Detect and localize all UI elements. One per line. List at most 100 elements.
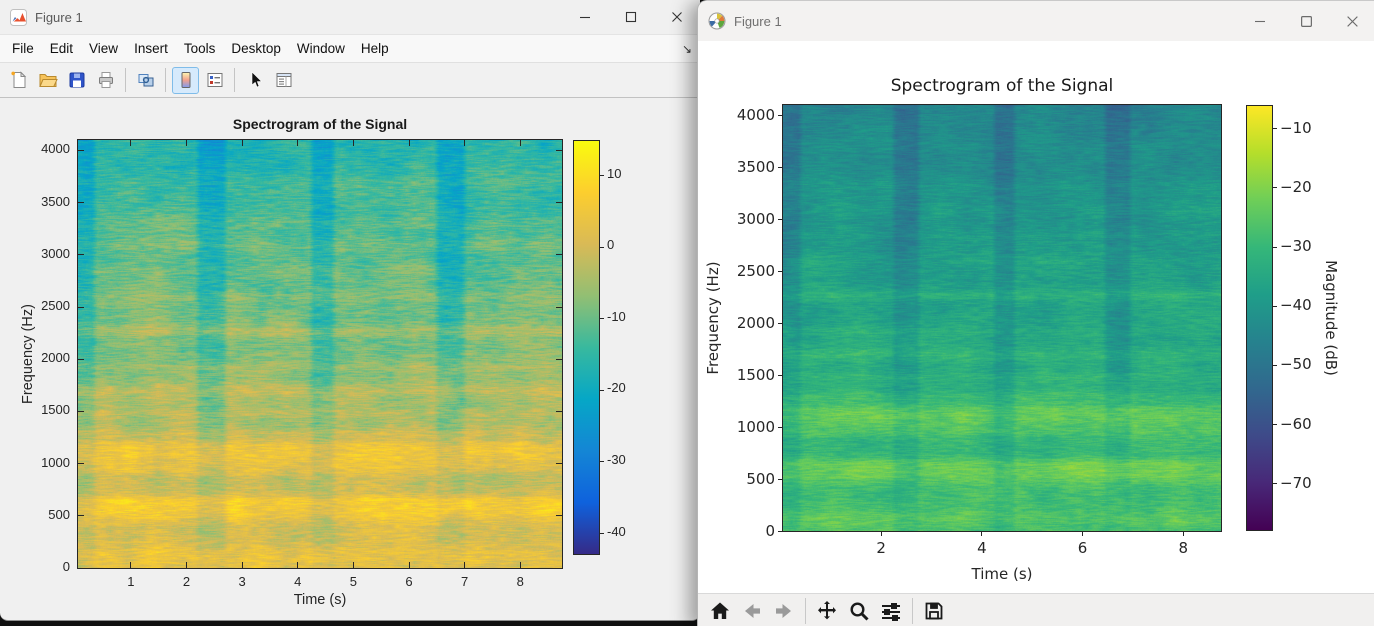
pointer-icon[interactable] [241,67,268,94]
x-tick-mark [297,140,299,146]
colorbar-tick-label: −20 [1280,177,1312,196]
x-tick-label: 8 [516,574,524,589]
y-tick-mark [78,358,84,360]
back-icon[interactable] [737,596,767,626]
save-icon[interactable] [919,596,949,626]
pan-icon[interactable] [812,596,842,626]
window-title: Figure 1 [734,13,782,29]
menu-insert[interactable]: Insert [134,41,168,56]
x-tick-label: 6 [405,574,413,589]
x-tick-mark [1182,532,1184,536]
mpl-navigation-toolbar [698,593,1374,626]
y-tick-label: 1500 [41,402,70,418]
save-icon[interactable] [63,67,90,94]
x-tick-label: 2 [876,539,886,557]
colorbar-tick-mark [600,461,604,463]
y-axis-label: Frequency (Hz) [704,261,722,375]
x-tick-label: 5 [349,574,357,589]
matplotlib-figure-window: Figure 1 Spectrogram of the Signal Time … [697,0,1374,626]
colorbar-tick-label: -30 [607,451,626,467]
x-tick-label: 4 [294,574,302,589]
y-tick-label: 1000 [41,454,70,470]
y-tick-label: 2000 [736,314,775,333]
y-tick-mark [556,358,562,360]
colorbar-tick-label: -10 [607,308,626,324]
open-folder-icon[interactable] [34,67,61,94]
matlab-titlebar[interactable]: Figure 1 [0,0,700,34]
zoom-icon[interactable] [844,596,874,626]
y-tick-mark [556,463,562,465]
colorbar-tick-label: −10 [1280,118,1312,137]
menu-window[interactable]: Window [296,41,345,56]
insert-legend-icon[interactable] [201,67,228,94]
colorbar-tick-mark [1273,187,1277,189]
menu-file[interactable]: File [12,41,34,56]
menu-help[interactable]: Help [360,41,389,56]
x-tick-label: 8 [1178,539,1188,557]
plot-title: Spectrogram of the Signal [890,76,1114,96]
toolbar-separator [912,598,913,624]
x-tick-mark [352,140,354,146]
menu-view[interactable]: View [89,41,119,56]
x-tick-mark [519,562,521,568]
maximize-button[interactable] [608,0,654,34]
configure-subplots-icon[interactable] [876,596,906,626]
forward-icon[interactable] [769,596,799,626]
y-tick-mark [78,515,84,517]
y-tick-mark [78,463,84,465]
link-plot-icon[interactable] [132,67,159,94]
x-axis-label: Time (s) [971,565,1033,583]
x-tick-mark [408,562,410,568]
matplotlib-titlebar[interactable]: Figure 1 [698,1,1374,41]
menu-desktop[interactable]: Desktop [231,41,281,56]
close-button[interactable] [654,0,700,34]
y-tick-label: 3000 [736,210,775,229]
colorbar-tick-mark [1273,246,1277,248]
y-tick-mark [778,218,782,220]
menu-edit[interactable]: Edit [49,41,74,56]
y-tick-mark [556,306,562,308]
x-axis-label: Time (s) [293,592,347,608]
menu-overflow-icon[interactable]: ↘ [681,42,692,56]
y-tick-mark [78,254,84,256]
x-tick-mark [1082,532,1084,536]
spectrogram-image[interactable] [78,140,562,568]
colormap-icon[interactable] [172,66,199,94]
colorbar [1246,105,1273,531]
new-document-icon[interactable] [5,67,32,94]
spectrogram-image[interactable] [783,105,1221,531]
figure-toolbar [0,62,700,98]
colorbar-tick-mark [600,246,604,248]
x-tick-label: 6 [1077,539,1088,557]
y-tick-mark [78,149,84,151]
minimize-button[interactable] [1237,1,1283,41]
colorbar-tick-label: −40 [1280,296,1312,315]
y-tick-mark [556,254,562,256]
colorbar-tick-mark [600,318,604,320]
y-tick-mark [778,374,782,376]
home-icon[interactable] [705,596,735,626]
y-tick-mark [78,410,84,412]
close-button[interactable] [1329,1,1374,41]
colorbar-tick-mark [1273,483,1277,485]
y-tick-mark [556,515,562,517]
toolbar-separator [805,598,806,624]
colorbar-tick-label: -20 [607,380,626,396]
colorbar-tick-label: -40 [607,523,626,539]
property-inspector-icon[interactable] [270,67,297,94]
minimize-button[interactable] [562,0,608,34]
print-icon[interactable] [92,67,119,94]
y-tick-label: 2500 [736,262,775,281]
y-tick-label: 1000 [736,418,775,437]
x-tick-mark [981,532,983,536]
x-tick-mark [297,562,299,568]
x-tick-label: 7 [461,574,469,589]
y-tick-mark [778,478,782,480]
menu-tools[interactable]: Tools [183,41,216,56]
y-tick-mark [556,567,562,569]
y-tick-mark [556,149,562,151]
y-tick-mark [778,322,782,324]
maximize-button[interactable] [1283,1,1329,41]
colorbar-tick-label: −60 [1280,414,1312,433]
